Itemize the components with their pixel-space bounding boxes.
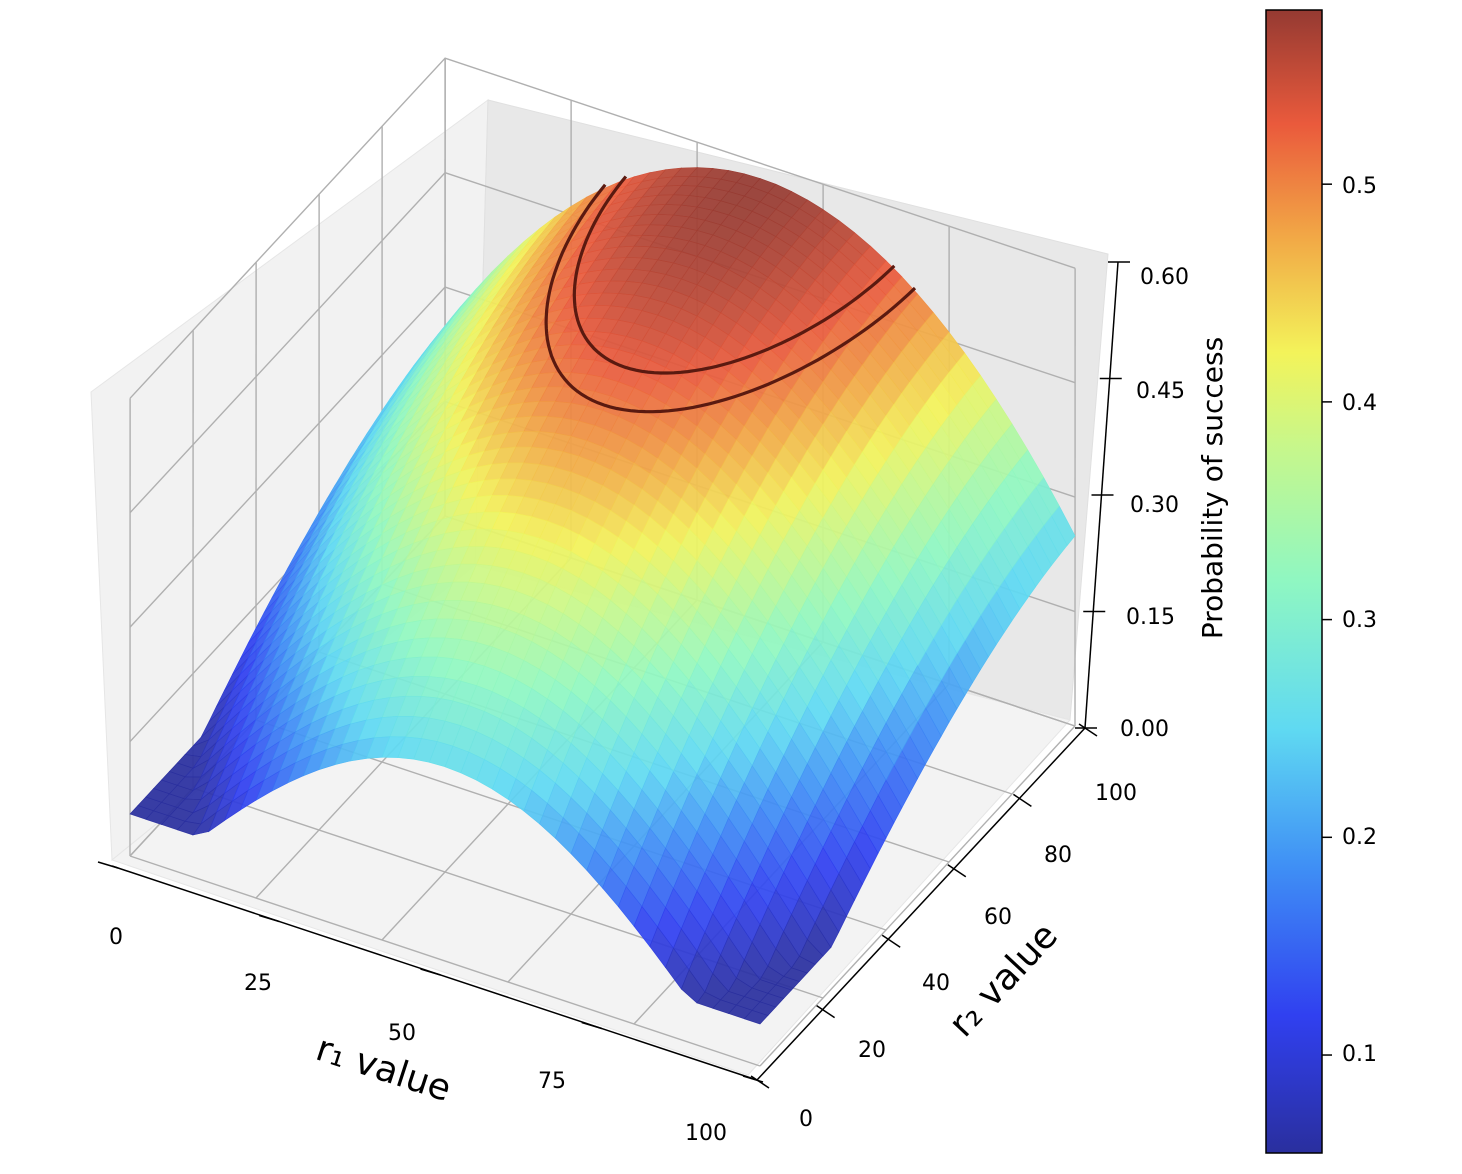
y-tick-label: 80 [1044, 843, 1072, 868]
colorbar-ticks [1322, 183, 1332, 1056]
colorbar [1265, 9, 1323, 1154]
surface-facet [743, 1009, 769, 1025]
y-tick-label: 20 [858, 1038, 886, 1063]
x-tick-label: 50 [388, 1021, 416, 1046]
axis-ticks [97, 261, 1130, 1089]
z-axis-label: Probability of success [1196, 337, 1229, 639]
floor-grid-line [759, 725, 1076, 1067]
y-tick-mark [1078, 723, 1098, 737]
colorbar-tick-label: 0.4 [1342, 391, 1377, 416]
y-tick-label: 100 [1095, 781, 1137, 806]
x-tick-mark [420, 968, 441, 976]
z-tick-label: 0.30 [1130, 493, 1179, 518]
colorbar-tick-label: 0.1 [1342, 1042, 1377, 1067]
y-axis-line [756, 727, 1086, 1081]
z-tick-label: 0.15 [1126, 605, 1175, 630]
x-axis-label: r₁ value [311, 1028, 456, 1110]
y-tick-mark [947, 864, 967, 878]
x-tick-label: 100 [685, 1121, 727, 1146]
x-tick-mark [259, 914, 280, 923]
x-tick-mark [97, 861, 119, 869]
y-tick-label: 40 [922, 971, 950, 996]
y-tick-mark [816, 1004, 836, 1019]
x-tick-label: 25 [244, 971, 272, 996]
z-tick-label: 0.60 [1140, 265, 1189, 290]
z-tick-label: 0.00 [1120, 717, 1169, 742]
colorbar-tick-label: 0.5 [1342, 174, 1377, 199]
z-tick-label: 0.45 [1136, 379, 1185, 404]
y-tick-label: 0 [799, 1107, 813, 1132]
contour-line [572, 175, 896, 375]
y-tick-mark [750, 1075, 770, 1089]
contour-lines [544, 175, 917, 414]
floor-grid-line [129, 855, 761, 1067]
colorbar-tick-label: 0.3 [1342, 608, 1377, 633]
probability-surface [129, 167, 1076, 1025]
colorbar-tick-label: 0.2 [1342, 825, 1377, 850]
x-tick-mark [581, 1021, 602, 1030]
contour-line [544, 183, 917, 414]
x-tick-label: 75 [538, 1069, 566, 1094]
y-tick-mark [1012, 793, 1032, 808]
y-tick-mark [881, 934, 901, 948]
y-axis-label: r₂ value [941, 915, 1066, 1045]
x-tick-label: 0 [109, 925, 123, 950]
y-tick-label: 60 [984, 905, 1012, 930]
